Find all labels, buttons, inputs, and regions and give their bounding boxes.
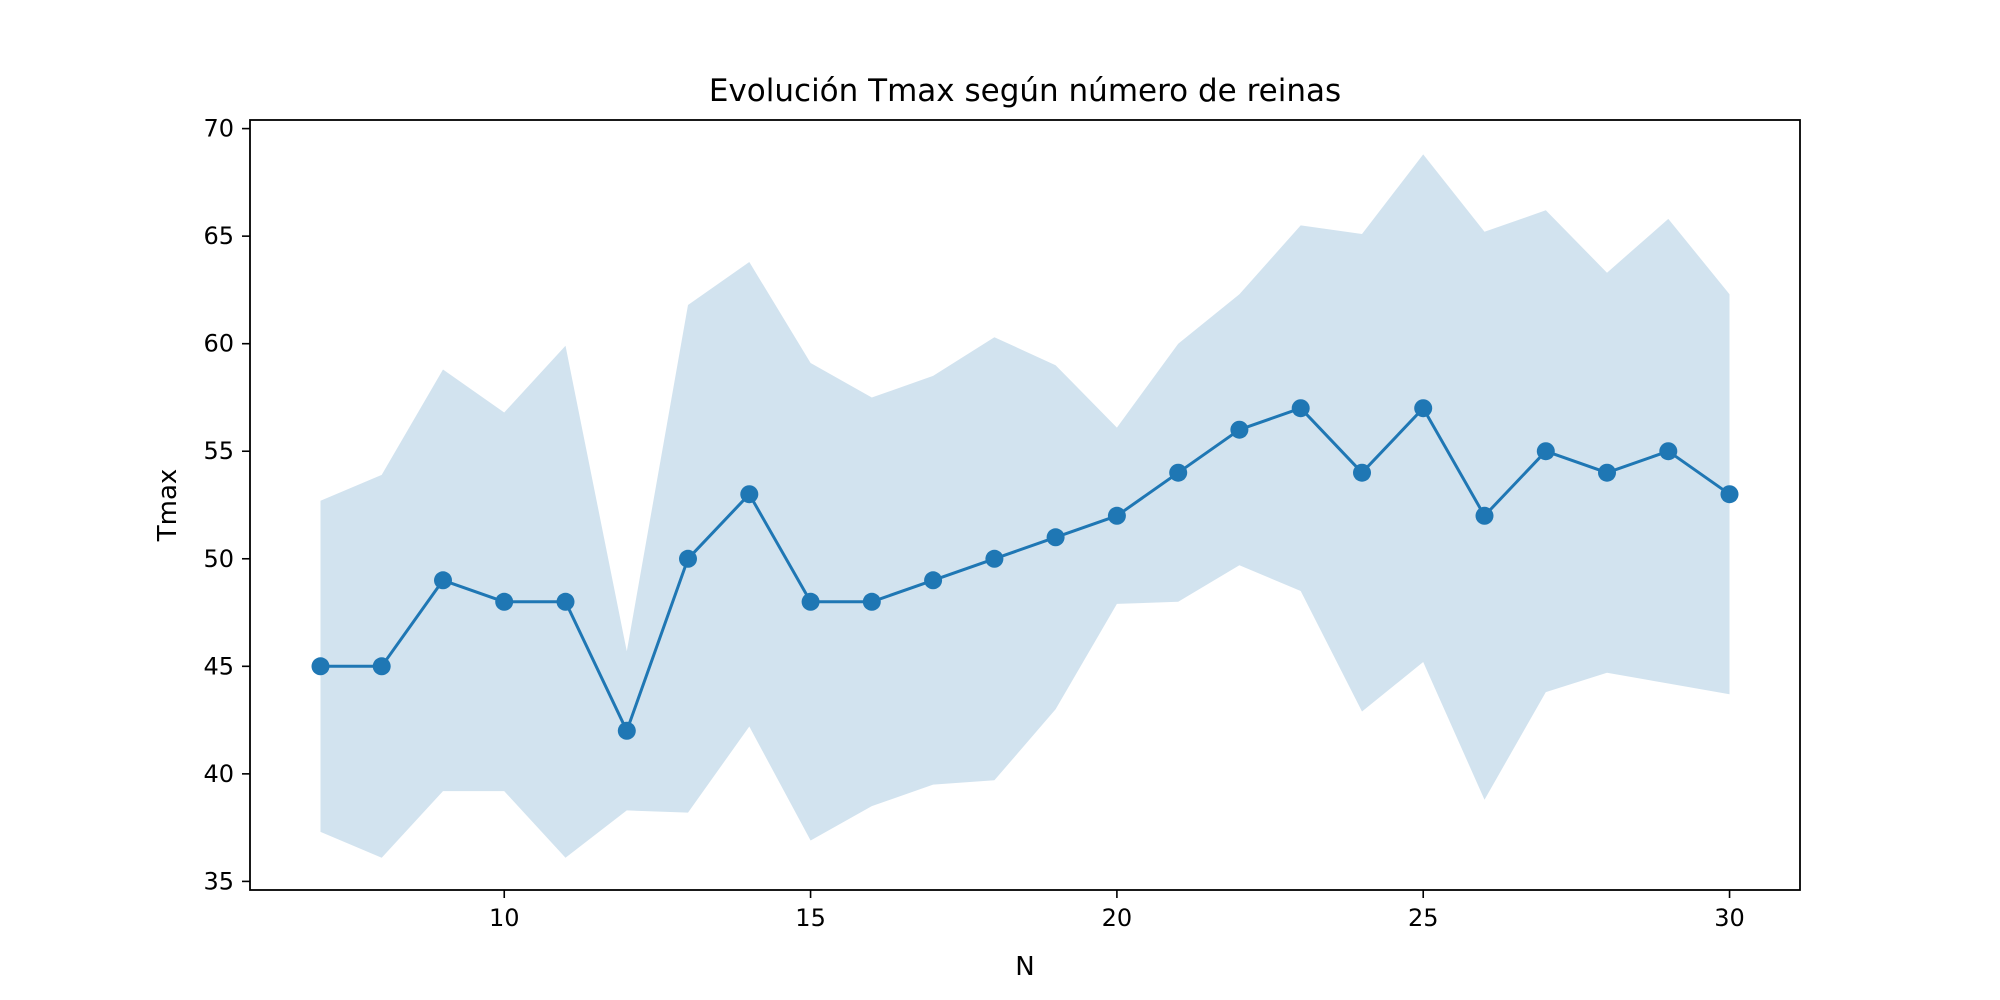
x-tick-label: 10 bbox=[489, 904, 520, 932]
data-point bbox=[1230, 420, 1249, 439]
data-point bbox=[1659, 442, 1678, 461]
data-point bbox=[434, 571, 452, 590]
data-point bbox=[1046, 528, 1065, 547]
data-point bbox=[1720, 485, 1739, 504]
confidence-band bbox=[320, 154, 1730, 858]
data-point bbox=[1107, 506, 1126, 525]
y-tick-label: 40 bbox=[203, 760, 234, 788]
data-point bbox=[924, 571, 943, 590]
data-point bbox=[1598, 463, 1616, 482]
data-point bbox=[1536, 442, 1555, 461]
x-tick-label: 15 bbox=[795, 904, 826, 932]
data-point bbox=[801, 592, 820, 611]
data-point bbox=[985, 549, 1004, 568]
data-point bbox=[1414, 399, 1433, 418]
data-point bbox=[495, 592, 514, 611]
plot-frame bbox=[249, 119, 1801, 891]
x-tick-label: 30 bbox=[1714, 904, 1745, 932]
data-point bbox=[556, 592, 575, 611]
y-tick-label: 60 bbox=[203, 330, 234, 358]
x-axis-label: N bbox=[1015, 952, 1034, 982]
data-point bbox=[617, 721, 636, 740]
data-point bbox=[311, 657, 330, 676]
x-axis-ticks: 10 15 20 25 30 bbox=[489, 890, 1745, 932]
data-point bbox=[1353, 463, 1371, 482]
data-point bbox=[1475, 506, 1494, 525]
y-axis-ticks: 35 40 45 50 55 60 65 70 bbox=[203, 115, 250, 895]
y-tick-label: 45 bbox=[203, 652, 234, 680]
data-point bbox=[862, 592, 881, 611]
chart-title: Evolución Tmax según número de reinas bbox=[709, 73, 1341, 109]
data-point bbox=[1291, 399, 1310, 418]
y-axis-label: Tmax bbox=[153, 469, 183, 543]
y-tick-label: 65 bbox=[203, 222, 234, 250]
x-tick-label: 25 bbox=[1408, 904, 1439, 932]
data-points-layer bbox=[311, 399, 1739, 740]
data-point bbox=[1169, 463, 1188, 482]
series-line bbox=[320, 406, 1731, 733]
data-point bbox=[372, 657, 391, 676]
series-line-layer bbox=[320, 406, 1731, 733]
y-tick-label: 35 bbox=[203, 867, 234, 895]
y-tick-label: 70 bbox=[203, 115, 234, 143]
y-tick-label: 50 bbox=[203, 545, 234, 573]
data-point bbox=[679, 549, 697, 568]
y-tick-label: 55 bbox=[203, 437, 234, 465]
data-point bbox=[740, 485, 759, 504]
confidence-band-layer bbox=[320, 154, 1730, 858]
x-tick-label: 20 bbox=[1102, 904, 1133, 932]
